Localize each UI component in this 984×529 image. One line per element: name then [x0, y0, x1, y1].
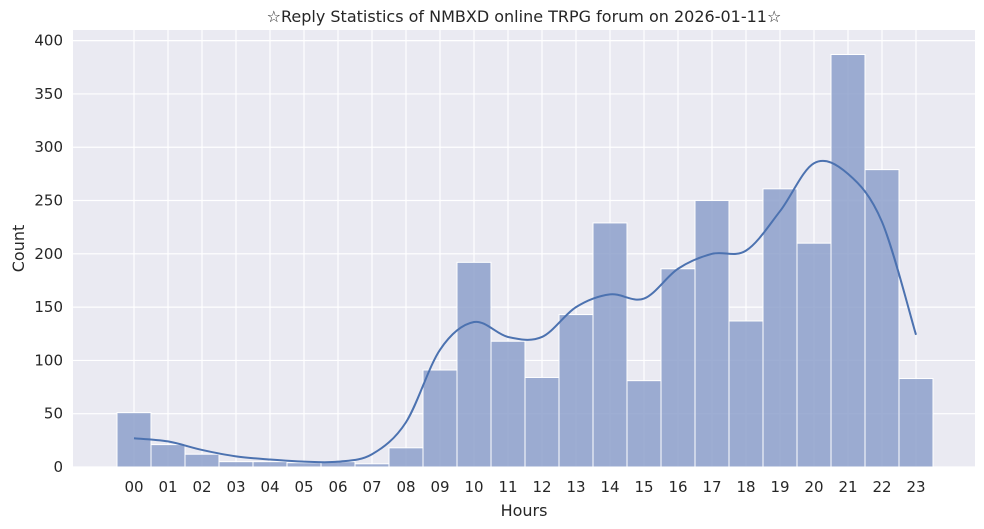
x-tick-label: 05	[294, 478, 313, 496]
y-tick-label: 100	[34, 351, 63, 369]
x-tick-label: 07	[362, 478, 381, 496]
bar-20	[796, 242, 832, 468]
chart-title: ☆Reply Statistics of NMBXD online TRPG f…	[267, 7, 782, 26]
x-tick-label: 19	[770, 478, 789, 496]
x-tick-label: 15	[634, 478, 653, 496]
x-tick-label: 11	[498, 478, 517, 496]
bar-16	[660, 268, 696, 468]
y-tick-label: 0	[53, 458, 63, 476]
bar-10	[456, 261, 492, 468]
bar-23	[898, 378, 934, 468]
bar-12	[524, 376, 560, 468]
x-tick-label: 06	[328, 478, 347, 496]
kde-curve	[133, 159, 917, 464]
x-tick-label: 12	[532, 478, 551, 496]
x-tick-label: 04	[260, 478, 279, 496]
bar-15	[626, 380, 662, 468]
y-tick-label: 300	[34, 138, 63, 156]
bar-19	[762, 188, 798, 468]
bar-08	[388, 447, 424, 468]
x-tick-label: 01	[158, 478, 177, 496]
x-tick-label: 14	[600, 478, 619, 496]
x-tick-label: 00	[124, 478, 143, 496]
y-tick-label: 150	[34, 298, 63, 316]
x-tick-label: 08	[396, 478, 415, 496]
y-tick-label: 250	[34, 192, 63, 210]
bar-14	[592, 222, 628, 468]
bar-01	[150, 444, 186, 468]
y-tick-label: 50	[44, 405, 63, 423]
y-tick-labels: 0 50 100 150 200 250 300 350 400	[34, 32, 63, 476]
histogram-bars	[116, 54, 934, 468]
bar-07	[354, 463, 390, 468]
x-tick-label: 16	[668, 478, 687, 496]
x-tick-label: 09	[430, 478, 449, 496]
x-tick-labels: 00 01 02 03 04 05 06 07 08 09 10 11 12 13 14 15 16 17 18 19…	[124, 478, 925, 496]
bar-22	[864, 169, 900, 468]
y-tick-label: 400	[34, 32, 63, 50]
y-tick-label: 200	[34, 245, 63, 263]
bar-11	[490, 340, 526, 468]
x-tick-label: 03	[226, 478, 245, 496]
bar-03	[218, 461, 254, 468]
x-tick-label: 21	[838, 478, 857, 496]
x-tick-label: 23	[906, 478, 925, 496]
bar-04	[252, 461, 288, 468]
x-tick-label: 10	[464, 478, 483, 496]
bar-21	[830, 54, 866, 468]
bar-17	[694, 200, 730, 468]
x-tick-label: 18	[736, 478, 755, 496]
bar-05	[286, 462, 322, 468]
x-tick-label: 20	[804, 478, 823, 496]
x-tick-label: 17	[702, 478, 721, 496]
y-axis-label: Count	[9, 225, 28, 273]
x-tick-label: 22	[872, 478, 891, 496]
y-tick-label: 350	[34, 85, 63, 103]
bar-13	[558, 314, 594, 468]
x-tick-label: 02	[192, 478, 211, 496]
bar-09	[422, 369, 458, 468]
x-tick-label: 13	[566, 478, 585, 496]
bar-02	[184, 453, 220, 468]
x-axis-label: Hours	[501, 501, 548, 520]
bar-18	[728, 320, 764, 468]
